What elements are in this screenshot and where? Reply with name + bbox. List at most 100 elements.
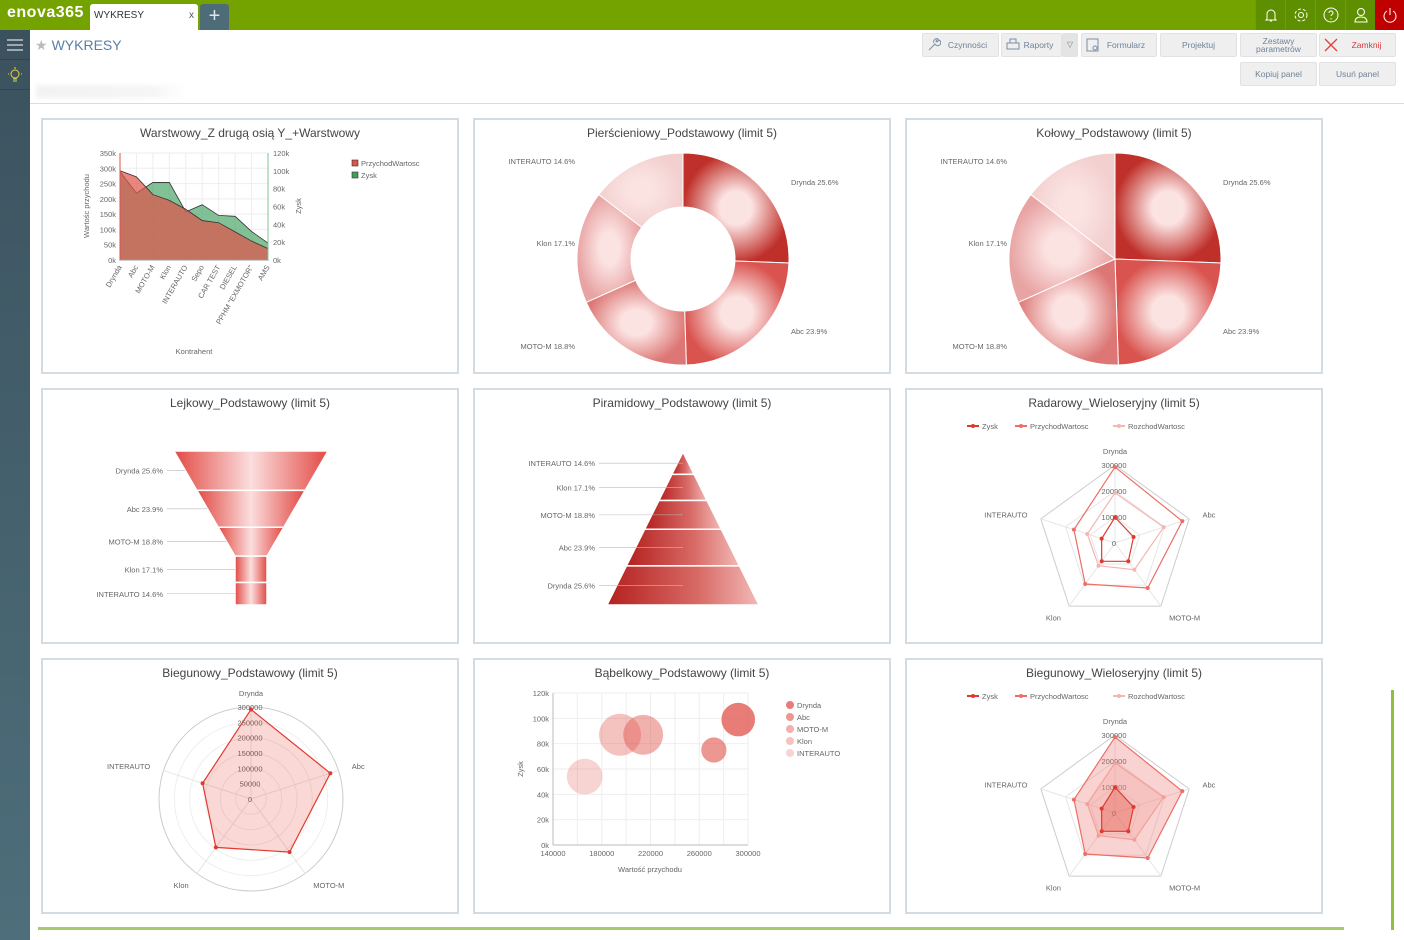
label: Projektuj: [1181, 40, 1216, 50]
grid-ring: [1089, 516, 1141, 565]
legend-marker: [786, 725, 794, 733]
chart-panel-kolowy[interactable]: Drynda 25.6% Abc 23.9% MOTO-M 18.8% Klon 17…: [905, 118, 1323, 374]
slice-interauto: [598, 152, 684, 229]
page-title: ★ WYKRESY: [35, 37, 122, 54]
series-values: [201, 708, 332, 853]
axis-label: Drynda: [1103, 717, 1128, 726]
y-tick-label: 300k: [100, 164, 117, 173]
formularz-button[interactable]: Formularz: [1081, 33, 1157, 57]
form-icon: [1086, 38, 1100, 53]
radial-tick-label: 50000: [240, 780, 261, 789]
y-tick-label: 50k: [104, 241, 116, 250]
chart-title: Biegunowy_Wieloseryjny (limit 5): [1025, 666, 1203, 680]
axis-label: INTERAUTO: [984, 511, 1027, 520]
x-tick-label: 300000: [735, 849, 760, 858]
bell-icon[interactable]: [1255, 0, 1285, 30]
y2-tick-label: 120k: [273, 149, 290, 158]
legend-label: RozchodWartosc: [1128, 422, 1185, 431]
help-icon[interactable]: [1315, 0, 1345, 30]
pyramid-label: Abc 23.9%: [559, 544, 596, 553]
axis-label: MOTO-M: [1169, 613, 1200, 622]
funnel-label: INTERAUTO 14.6%: [96, 590, 163, 599]
data-point: [1113, 760, 1117, 765]
data-point: [200, 781, 205, 786]
menu-icon[interactable]: [0, 30, 30, 60]
x-tick-label: 140000: [540, 849, 565, 858]
slice-interauto: [1030, 152, 1116, 261]
label: Czynności: [947, 40, 988, 50]
data-point: [1132, 837, 1137, 842]
radial-tick-label: 0: [248, 795, 252, 804]
data-point: [1099, 829, 1104, 834]
axis-label: Klon: [1046, 613, 1061, 622]
bubble-moto-m: [623, 714, 664, 755]
series-zysk: [1101, 786, 1135, 832]
chart-panel-biegunowy[interactable]: Drynda Abc MOTO-M Klon INTERAUTO 0 50000 100000…: [41, 658, 459, 914]
pyramid-label: MOTO-M 18.8%: [541, 511, 596, 520]
chart-panel-radarowy[interactable]: DryndaAbcMOTO-MKlonINTERAUTO010000020000…: [905, 388, 1323, 644]
legend-marker: [1117, 424, 1121, 428]
legend-label: Zysk: [982, 422, 998, 431]
usun-panel-button[interactable]: Usuń panel: [1319, 62, 1396, 86]
y-tick-label: 100k: [100, 225, 117, 234]
bottom-scrollbar[interactable]: [38, 927, 1344, 930]
radial-tick-label: 200000: [237, 734, 262, 743]
legend-marker: [786, 749, 794, 757]
slice-label: Klon 17.1%: [537, 239, 576, 248]
data-point: [249, 707, 253, 712]
data-point: [1083, 582, 1088, 587]
spoke: [1068, 812, 1116, 877]
slice-klon: [1008, 193, 1116, 303]
tab-wykresy[interactable]: WYKRESY x: [90, 4, 198, 30]
data-point: [1131, 534, 1136, 539]
projektuj-button[interactable]: Projektuj: [1160, 33, 1237, 57]
chart-panel-warstwowy[interactable]: 0k 50k 100k 150k 200k 250k 300k 350k 0k 20k 40k 60k…: [41, 118, 459, 374]
radial-tick-label: 0: [1112, 539, 1116, 548]
y2-tick-label: 40k: [273, 220, 285, 229]
zestawy-parametrow-button[interactable]: Zestawy parametrów: [1240, 33, 1317, 57]
chart-title: Kołowy_Podstawowy (limit 5): [1036, 126, 1192, 140]
gear-icon[interactable]: [1285, 0, 1315, 30]
data-point: [1126, 559, 1131, 564]
series-przychodwartosc: [1073, 736, 1184, 859]
data-point: [1096, 833, 1101, 838]
czynnosci-button[interactable]: Czynności: [922, 33, 999, 57]
data-point: [1099, 806, 1104, 811]
chart-panel-biegunowy-wieloseryjny[interactable]: DryndaAbcMOTO-MKlonINTERAUTO010000020000…: [905, 658, 1323, 914]
legend-label: Abc: [797, 713, 810, 722]
raporty-dropdown[interactable]: ▽: [1062, 33, 1078, 57]
slice-label: Drynda 25.6%: [791, 178, 839, 187]
chart-panel-pierscieniowy[interactable]: Drynda 25.6% Abc 23.9% MOTO-M 18.8% Klon 17…: [473, 118, 891, 374]
label: Zamknij: [1351, 40, 1382, 50]
data-point: [1113, 735, 1117, 740]
axis-label: INTERAUTO: [984, 781, 1027, 790]
zamknij-button[interactable]: Zamknij: [1319, 33, 1396, 57]
data-point: [1113, 785, 1117, 790]
chart-panel-babelkowy[interactable]: 0k 20k 40k 60k 80k 100k 120k 140000 180000 220000…: [473, 658, 891, 914]
vertical-scrollbar[interactable]: [1391, 690, 1394, 930]
slice-label: INTERAUTO 14.6%: [940, 157, 1007, 166]
legend-label: Zysk: [982, 692, 998, 701]
data-point: [213, 845, 218, 850]
tab-close-button[interactable]: x: [189, 10, 194, 21]
kopiuj-panel-button[interactable]: Kopiuj panel: [1240, 62, 1317, 86]
pyramid-label: Drynda 25.6%: [547, 581, 595, 590]
raporty-button[interactable]: Raporty: [1001, 33, 1062, 57]
star-icon[interactable]: ★: [35, 37, 48, 53]
user-icon[interactable]: [1345, 0, 1375, 30]
chart-panel-piramidowy[interactable]: INTERAUTO 14.6% Klon 17.1% MOTO-M 18.8% Abc…: [473, 388, 891, 644]
y-tick-label: 0k: [541, 841, 549, 850]
y2-tick-label: 80k: [273, 185, 285, 194]
printer-icon: [1006, 38, 1020, 53]
data-point: [1071, 527, 1076, 532]
data-point: [1132, 567, 1137, 572]
power-icon[interactable]: [1375, 0, 1404, 30]
bubble-interauto: [566, 758, 603, 795]
chart-panel-lejkowy[interactable]: Drynda 25.6% Abc 23.9% MOTO-M 18.8% Klon 17…: [41, 388, 459, 644]
axis-label: Drynda: [1103, 447, 1128, 456]
new-tab-button[interactable]: +: [200, 4, 229, 30]
lightbulb-icon[interactable]: [0, 60, 30, 90]
label: Formularz: [1106, 40, 1146, 50]
data-point: [1145, 856, 1150, 861]
data-point: [1096, 563, 1101, 568]
